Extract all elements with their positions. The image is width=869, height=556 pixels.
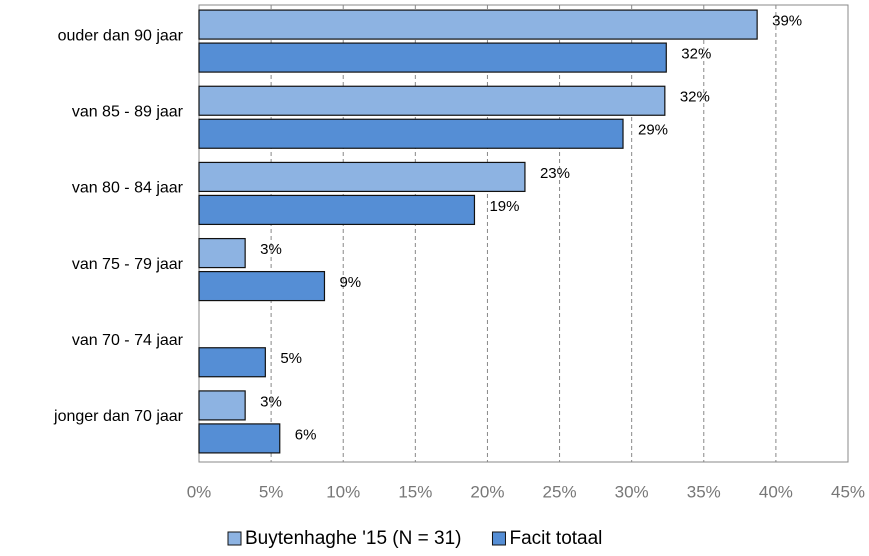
legend-swatch: [227, 531, 242, 546]
x-tick-label: 40%: [759, 482, 793, 501]
x-tick-label: 10%: [326, 482, 360, 501]
data-label: 19%: [489, 198, 519, 215]
data-label: 3%: [260, 393, 282, 410]
data-label: 32%: [681, 46, 711, 63]
x-tick-label: 15%: [398, 482, 432, 501]
bar: [198, 270, 326, 302]
bar: [198, 85, 666, 116]
bar: [198, 42, 667, 73]
data-label: 39%: [772, 13, 802, 30]
bar: [198, 423, 281, 454]
legend-label: Buytenhaghe '15 (N = 31): [245, 528, 461, 549]
x-tick-label: 0%: [187, 482, 212, 501]
x-tick-label: 5%: [259, 482, 284, 501]
y-tick-label: ouder dan 90 jaar: [58, 27, 184, 44]
y-tick-label: jonger dan 70 jaar: [53, 408, 184, 425]
bar: [198, 347, 266, 378]
bar: [198, 9, 758, 40]
legend-label: Facit totaal: [509, 528, 602, 549]
x-tick-label: 35%: [687, 482, 721, 501]
y-tick-label: van 70 - 74 jaar: [72, 332, 184, 349]
bar: [198, 194, 476, 226]
data-label: 9%: [339, 274, 361, 291]
y-tick-label: van 75 - 79 jaar: [72, 256, 184, 273]
data-label: 6%: [295, 426, 317, 443]
x-tick-label: 30%: [615, 482, 649, 501]
bar: [198, 161, 526, 193]
y-tick-label: van 80 - 84 jaar: [72, 180, 184, 197]
data-label: 29%: [638, 122, 668, 139]
bar: [198, 237, 246, 269]
plot-frame: [198, 4, 849, 463]
bar: [198, 118, 624, 149]
data-label: 32%: [680, 89, 710, 106]
data-label: 5%: [280, 350, 302, 367]
x-tick-label: 20%: [470, 482, 504, 501]
x-tick-label: 45%: [831, 482, 865, 501]
data-label: 3%: [260, 241, 282, 258]
x-tick-label: 25%: [543, 482, 577, 501]
data-label: 23%: [540, 165, 570, 182]
legend-swatch: [491, 531, 506, 546]
bar: [198, 390, 246, 421]
y-tick-label: van 85 - 89 jaar: [72, 103, 184, 120]
